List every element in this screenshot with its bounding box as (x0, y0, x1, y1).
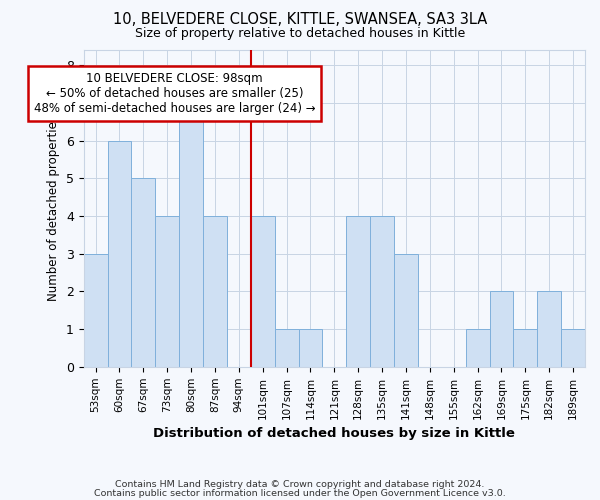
Bar (179, 103, 203, 367)
Bar (203, 216, 227, 367)
Bar (275, 329, 299, 367)
Text: Size of property relative to detached houses in Kittle: Size of property relative to detached ho… (135, 28, 465, 40)
Bar (346, 216, 370, 367)
Bar (107, 140, 131, 367)
Bar (394, 254, 418, 367)
Bar (251, 216, 275, 367)
Bar (155, 216, 179, 367)
Bar (537, 292, 561, 367)
Bar (561, 329, 585, 367)
Bar (466, 329, 490, 367)
Bar (131, 178, 155, 367)
Bar (514, 329, 537, 367)
Bar (299, 329, 322, 367)
Text: Contains HM Land Registry data © Crown copyright and database right 2024.: Contains HM Land Registry data © Crown c… (115, 480, 485, 489)
X-axis label: Distribution of detached houses by size in Kittle: Distribution of detached houses by size … (154, 427, 515, 440)
Text: Contains public sector information licensed under the Open Government Licence v3: Contains public sector information licen… (94, 490, 506, 498)
Y-axis label: Number of detached properties: Number of detached properties (47, 116, 61, 302)
Text: 10 BELVEDERE CLOSE: 98sqm
← 50% of detached houses are smaller (25)
48% of semi-: 10 BELVEDERE CLOSE: 98sqm ← 50% of detac… (34, 72, 315, 115)
Bar (83, 254, 107, 367)
Bar (490, 292, 514, 367)
Bar (370, 216, 394, 367)
Text: 10, BELVEDERE CLOSE, KITTLE, SWANSEA, SA3 3LA: 10, BELVEDERE CLOSE, KITTLE, SWANSEA, SA… (113, 12, 487, 28)
